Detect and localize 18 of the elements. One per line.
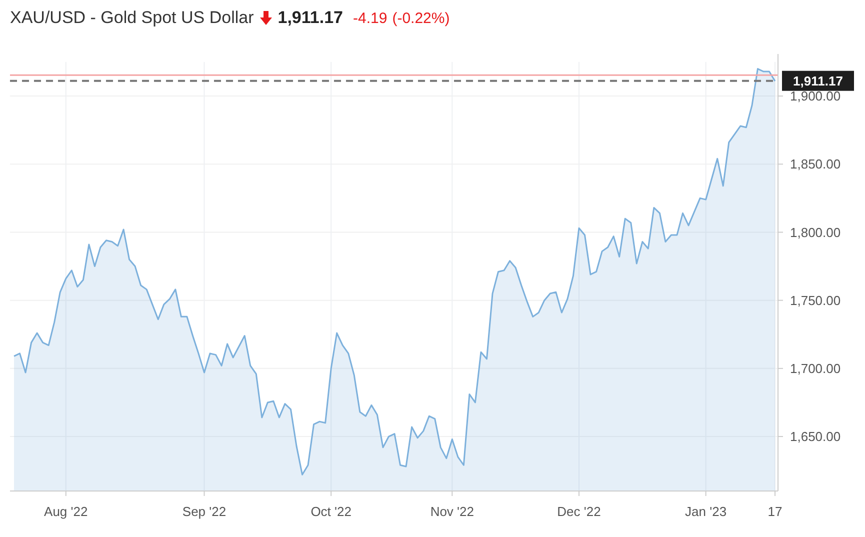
y-tick-label: 1,850.00 — [790, 156, 841, 172]
x-tick-label: Dec '22 — [557, 504, 601, 519]
x-tick-label: Nov '22 — [430, 504, 474, 519]
text: (-0.22%) — [392, 10, 450, 26]
chart-title: XAU/USD - Gold Spot US Dollar — [10, 8, 254, 28]
y-tick-label: 1,700.00 — [790, 360, 841, 376]
y-tick-label: 1,650.00 — [790, 429, 841, 444]
text: 1,911.17 — [278, 8, 343, 28]
x-tick-label: Aug '22 — [44, 504, 88, 519]
ref-line-label: 1,911.17 — [793, 73, 843, 88]
x-tick-label: 17 — [768, 504, 782, 519]
y-tick-label: 1,800.00 — [790, 224, 841, 240]
y-tick-label: 1,750.00 — [790, 292, 841, 308]
x-tick-label: Sep '22 — [182, 504, 226, 519]
text: -4.19 — [353, 10, 388, 26]
x-tick-label: Oct '22 — [310, 504, 352, 519]
x-tick-label: Jan '23 — [685, 504, 727, 519]
y-tick-label: 1,900.00 — [790, 88, 841, 104]
